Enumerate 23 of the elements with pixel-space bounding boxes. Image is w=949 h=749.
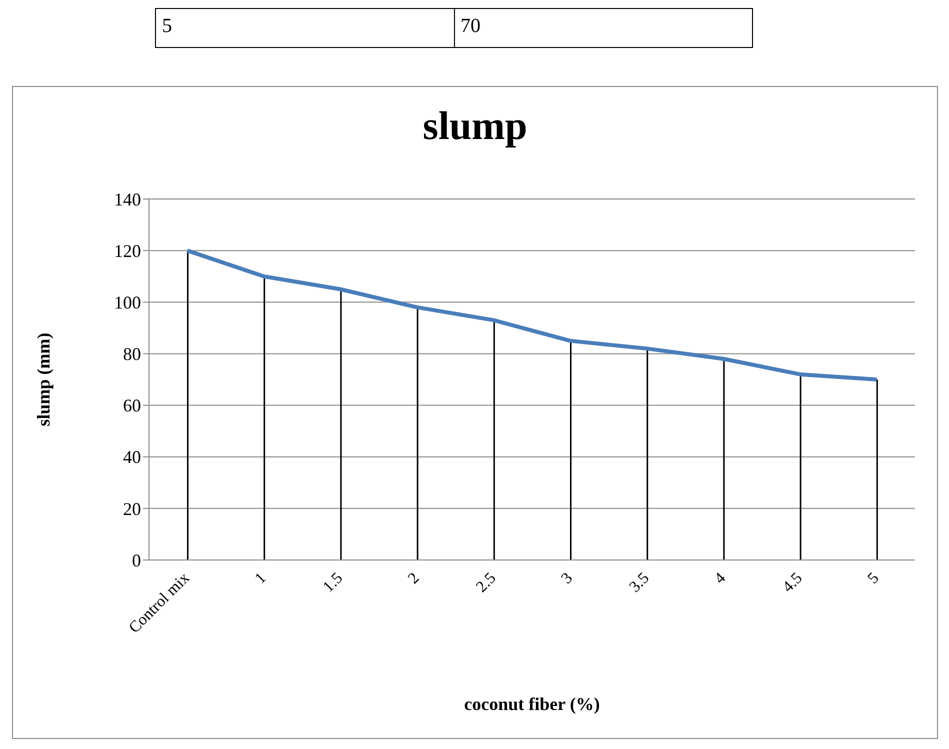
x-tick-label: 2 — [405, 570, 423, 588]
x-tick-label: 3 — [558, 570, 576, 588]
y-tick-label: 80 — [123, 344, 141, 364]
x-axis-title: coconut fiber (%) — [464, 694, 600, 714]
y-tick-label: 140 — [114, 189, 141, 210]
chart-title: slump — [422, 102, 528, 150]
y-tick-label: 40 — [123, 447, 141, 468]
x-tick-label: 1 — [252, 570, 270, 588]
x-tick-label: 5 — [864, 570, 882, 588]
x-tick-label: 3.5 — [626, 570, 653, 596]
y-tick-label: 120 — [114, 240, 141, 261]
x-tick-label: 4 — [711, 570, 730, 588]
line-series — [185, 248, 879, 382]
text: 5 — [161, 14, 173, 39]
x-tick-label: 1.5 — [320, 570, 346, 596]
y-tick-label: 100 — [114, 292, 141, 313]
text: 70 — [454, 9, 752, 47]
x-tick-label: 2.5 — [473, 570, 500, 596]
y-tick-label: 20 — [123, 498, 141, 519]
y-axis-title: slump (mm) — [33, 332, 54, 426]
y-tick-label: 0 — [132, 550, 141, 570]
y-tick-label: 60 — [123, 396, 141, 416]
x-tick-label: 4.5 — [780, 570, 806, 596]
